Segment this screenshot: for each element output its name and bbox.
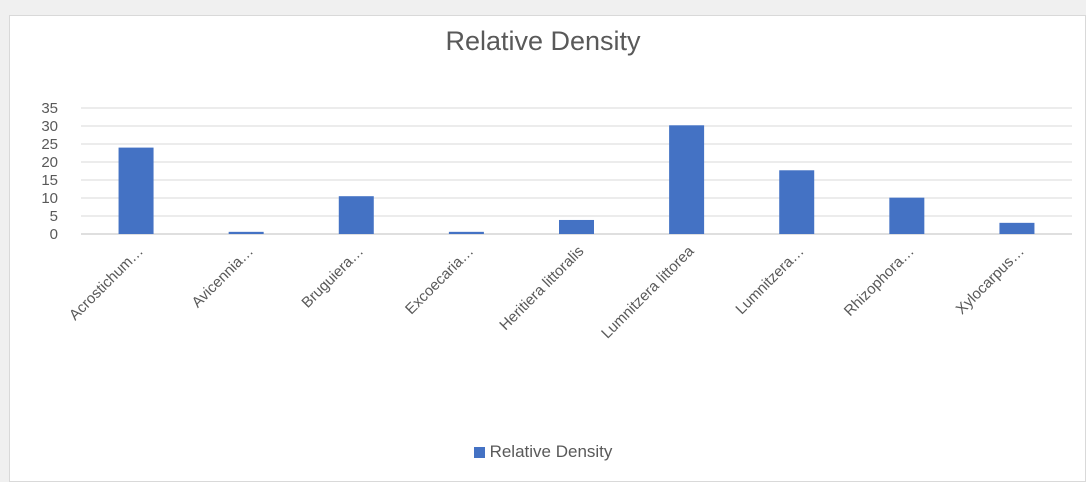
y-tick-label: 5 — [50, 208, 58, 225]
bar — [779, 170, 815, 234]
x-category-label: Lumnitzera… — [732, 243, 807, 318]
bar — [338, 196, 374, 234]
chart-area — [9, 15, 1086, 482]
y-tick-label: 10 — [41, 190, 58, 207]
x-category-label: Acrostichum… — [66, 243, 147, 324]
x-category-label: Excoecaria… — [402, 243, 477, 318]
y-tick-label: 25 — [41, 136, 58, 153]
x-category-label: Rhizophora… — [841, 243, 918, 320]
x-category-label: Heritiera littoralis — [496, 243, 587, 334]
x-category-label: Avicennia… — [189, 243, 257, 311]
legend-label: Relative Density — [489, 442, 613, 461]
bar — [118, 147, 154, 234]
y-tick-label: 30 — [41, 118, 58, 135]
legend: Relative Density — [0, 442, 1086, 462]
bar — [889, 197, 925, 234]
bar — [559, 219, 594, 234]
bar — [448, 231, 484, 234]
y-tick-label: 15 — [41, 172, 58, 189]
bar — [228, 231, 264, 234]
y-tick-label: 0 — [50, 226, 58, 243]
x-category-label: Xylocarpus… — [953, 243, 1028, 318]
bar — [999, 222, 1035, 234]
bar — [669, 125, 705, 234]
y-tick-label: 35 — [41, 100, 58, 117]
legend-swatch — [473, 446, 485, 458]
x-category-label: Lumnitzera littorea — [598, 242, 698, 342]
x-category-label: Bruguiera… — [298, 243, 367, 312]
chart-title: Relative Density — [445, 26, 641, 56]
bar-series — [118, 125, 1035, 234]
y-tick-label: 20 — [41, 154, 58, 171]
x-axis-category-labels: Acrostichum… Avicennia… Bruguiera… Excoecar… — [66, 242, 1028, 342]
